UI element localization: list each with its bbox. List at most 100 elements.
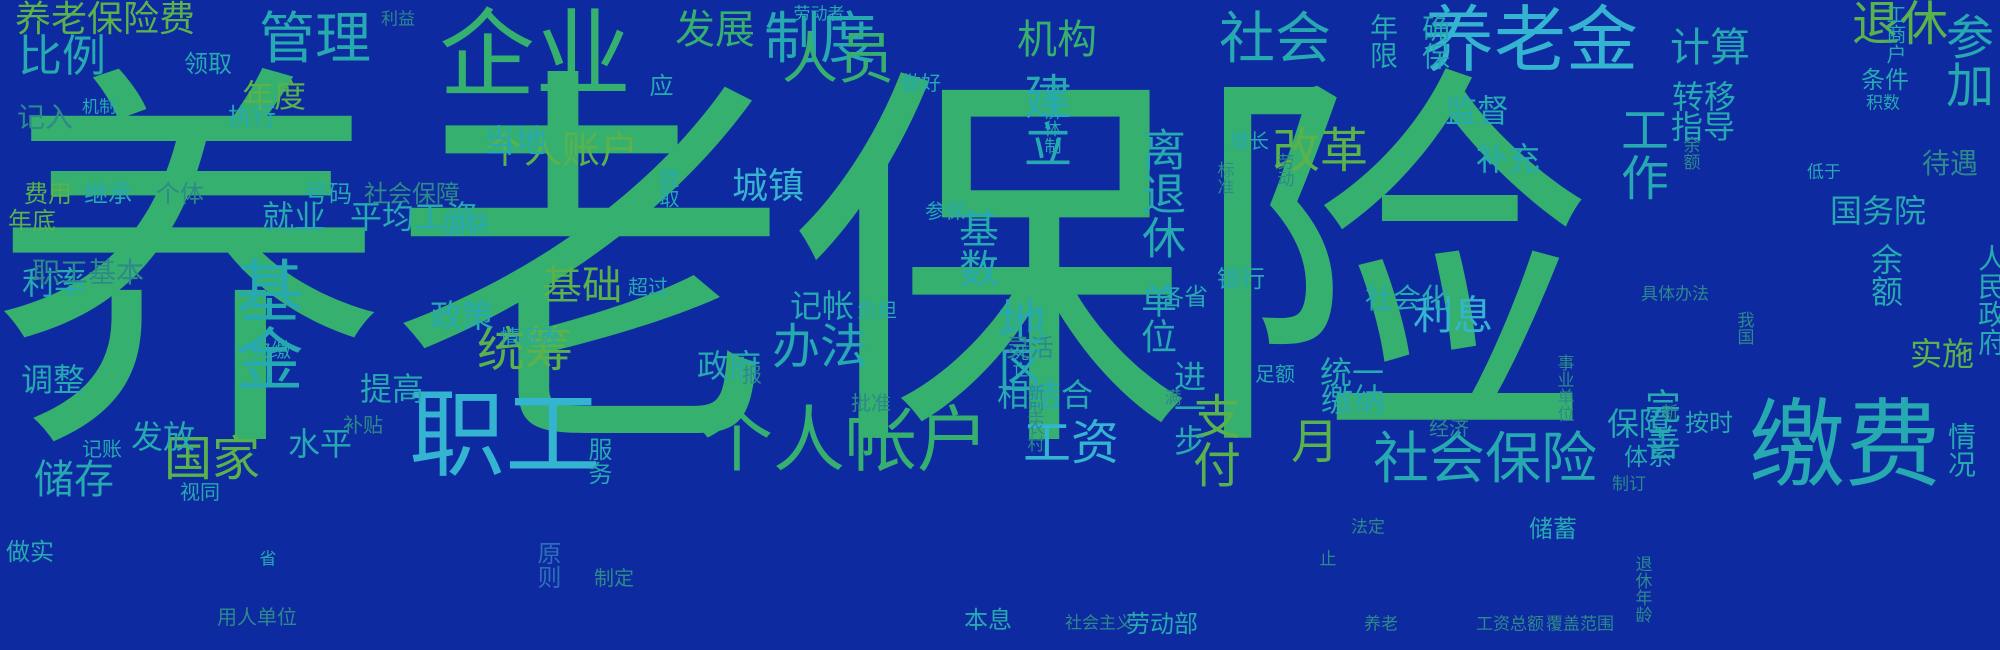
word-cloud-term: 劳动 [1273, 153, 1294, 187]
word-cloud-term: 领取 [184, 50, 232, 78]
word-cloud-term: 月 [1290, 414, 1340, 470]
word-cloud-term: 退休 [1851, 0, 1949, 52]
word-cloud-term: 基数 [952, 208, 998, 288]
word-cloud-term: 号码 [304, 180, 352, 208]
word-cloud-term: 平均工资 [349, 198, 479, 236]
word-cloud-term: 情况表 [500, 325, 560, 349]
word-cloud-term: 工商户 [1883, 4, 1907, 64]
word-cloud-term: 政府 [696, 347, 762, 385]
word-cloud-term: 工作 [1612, 105, 1668, 201]
word-cloud-term: 银行 [1217, 265, 1265, 293]
word-cloud-term: 相结合 [996, 376, 1094, 414]
word-cloud-term: 退休年龄 [1631, 555, 1652, 623]
word-cloud-term: 监督 [1444, 92, 1510, 130]
word-cloud-term: 服务 [584, 437, 612, 485]
word-cloud-term: 个体 [156, 180, 204, 208]
word-cloud-term: 利率 [21, 264, 87, 302]
word-cloud-term: 利益 [381, 9, 415, 30]
word-cloud-term: 法定 [1351, 517, 1385, 538]
word-cloud-term: 地区 [989, 297, 1045, 393]
word-cloud-term: 各省 [1160, 283, 1208, 311]
word-cloud-term: 年底 [8, 207, 56, 235]
word-cloud-term: 情况 [1944, 422, 1977, 478]
word-cloud-term: 统一 [1319, 354, 1385, 392]
word-cloud-term: 社会主义 [1065, 613, 1133, 634]
word-cloud-term: 劳动者 [793, 4, 845, 25]
word-cloud-term: 当地 [482, 122, 548, 160]
word-cloud-term: 条件 [1861, 66, 1909, 94]
word-cloud-term: 记入 [16, 101, 74, 134]
word-cloud-term: 事业单位 [1553, 354, 1574, 422]
word-cloud-term: 继承 [84, 180, 132, 208]
word-cloud-term: 比例 [18, 31, 106, 82]
word-cloud-term: 政策 [429, 297, 495, 335]
word-cloud-term: 储蓄 [1529, 515, 1577, 543]
word-cloud-term: 积数 [1866, 93, 1900, 114]
word-cloud-term: 转移 [1671, 78, 1737, 116]
word-cloud-term: 劳动部 [1126, 610, 1198, 638]
word-cloud-term: 社会保障 [364, 180, 460, 208]
word-cloud-term: 止 [1319, 549, 1337, 570]
word-cloud-term: 企业 [439, 0, 631, 111]
word-cloud-term: 工资 [1022, 415, 1120, 471]
word-cloud-term: 余额 [1866, 243, 1904, 307]
word-cloud-term: 缴费 [1749, 389, 1941, 501]
word-cloud-term: 做实 [6, 538, 54, 566]
word-cloud-term: 制订 [1612, 474, 1646, 495]
word-cloud-term: 欠缴 [251, 338, 291, 362]
word-cloud-term: 足额 [1255, 362, 1295, 386]
word-cloud-term: 待遇 [1921, 147, 1979, 180]
word-cloud-term: 补充 [1475, 140, 1541, 178]
word-cloud-term: 工资总额 [1476, 614, 1544, 635]
word-cloud-term: 社会 [1219, 7, 1331, 72]
word-cloud-term: 满 [1164, 388, 1182, 409]
word-cloud-term: 职工 [409, 379, 601, 491]
word-cloud-term: 制度 [764, 7, 876, 72]
word-cloud-term: 计算 [1670, 25, 1750, 71]
word-cloud-term: 支付 [1184, 392, 1240, 488]
word-cloud-term: 补贴 [343, 413, 383, 437]
word-cloud-term: 应 [645, 73, 673, 97]
word-cloud-term: 养老金 [1421, 0, 1639, 82]
word-cloud-term: 覆盖范围 [1546, 614, 1614, 635]
word-cloud-term: 建立 [1015, 72, 1071, 168]
word-cloud-term: 基础 [542, 263, 622, 309]
word-cloud-term: 国务院 [1829, 192, 1927, 230]
word-cloud-term: 管理 [259, 7, 371, 72]
word-cloud-term: 社会化 [1364, 282, 1450, 315]
word-cloud-term: 人员 [782, 27, 894, 92]
word-cloud-term: 批准 [851, 391, 891, 415]
word-cloud-term: 水平 [287, 425, 353, 463]
word-cloud-term: 确保 [1418, 14, 1451, 70]
word-cloud-term: 新 [1661, 403, 1679, 424]
word-cloud-term: 实施 [1909, 335, 1975, 373]
word-cloud-term: 做好 [901, 71, 941, 95]
word-cloud-term: 养老 [1364, 614, 1398, 635]
word-cloud-term: 体系 [1624, 443, 1672, 471]
word-cloud-term: 统筹 [476, 322, 574, 378]
word-cloud-term: 经济 [1429, 416, 1469, 440]
word-cloud-term: 养老保险 [0, 37, 1590, 502]
word-cloud-term: 国家 [163, 431, 261, 487]
word-cloud-term: 经济体制 [1040, 86, 1061, 154]
word-cloud-term: 利息 [1413, 293, 1493, 339]
word-cloud-term: 费用 [24, 180, 72, 208]
word-cloud-term: 超过 [628, 275, 668, 299]
word-cloud-term: 发放 [130, 418, 196, 456]
word-cloud-term: 改革 [1271, 123, 1369, 179]
word-cloud-term: 年度 [241, 77, 307, 115]
word-cloud-term: 负担 [857, 298, 897, 322]
word-cloud-term: 提取 [656, 168, 680, 208]
word-cloud-term: 调整 [20, 361, 86, 399]
word-cloud-term: 新型农村 [1023, 384, 1044, 452]
word-cloud-term: 视同 [180, 480, 220, 504]
word-cloud-term: 发展 [675, 7, 755, 53]
word-cloud-term: 城镇 [731, 166, 805, 207]
word-cloud-term: 记帐 [789, 287, 855, 325]
word-cloud-term: 加快 [442, 211, 490, 239]
word-cloud-term: 机构 [1017, 17, 1097, 63]
word-cloud-term: 保障 [1606, 405, 1672, 443]
word-cloud-term: 标准 [1213, 161, 1234, 195]
word-cloud-term: 就业 [261, 198, 327, 236]
